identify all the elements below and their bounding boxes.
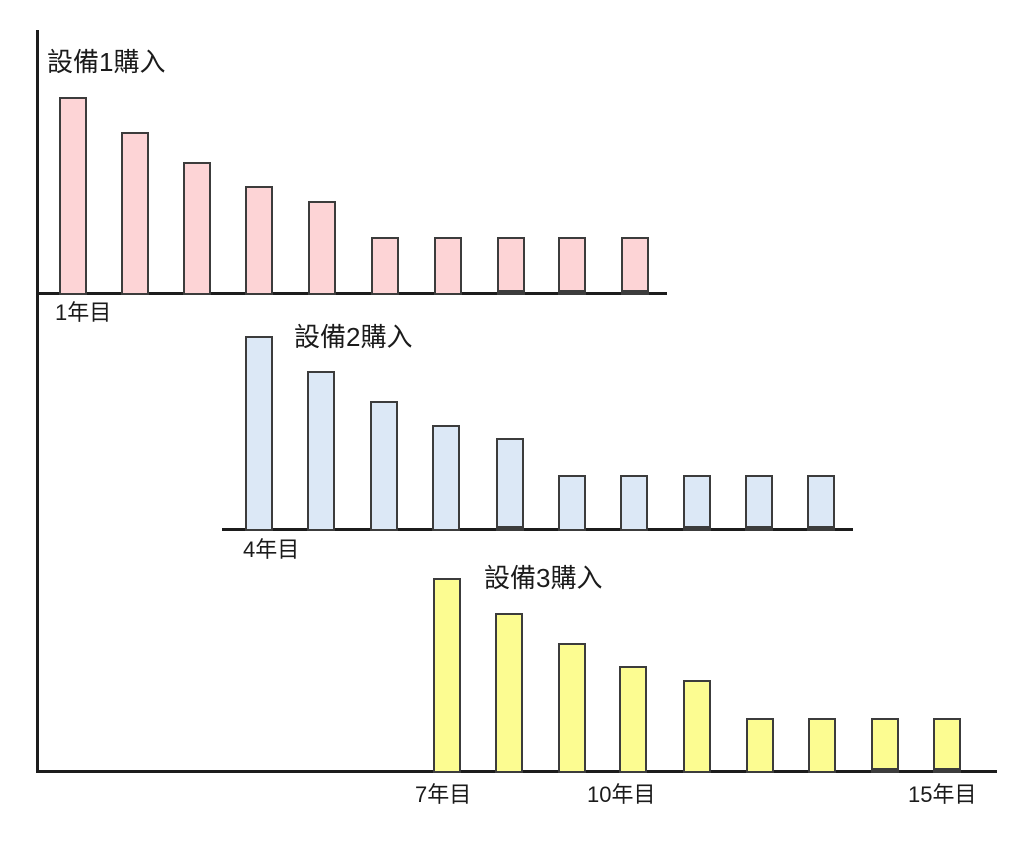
series3-bar-year11 [683, 680, 711, 773]
series2-bar-year5 [307, 371, 335, 531]
series1-bar-year8 [497, 237, 525, 295]
series2-bar-year13 [807, 475, 835, 531]
series2-bar-year10 [620, 475, 648, 531]
series2-bar-year11 [683, 475, 711, 531]
series1-label: 設備1購入 [47, 47, 166, 77]
series2-bar-year9 [558, 475, 586, 531]
series2-bar-year6 [370, 401, 398, 531]
series2-bar-year4 [245, 336, 273, 531]
series3-bar-year10 [619, 666, 647, 773]
x-tick-label-3: 7年目 [415, 782, 472, 807]
series1-bar-year2 [121, 132, 149, 295]
series3-bar-year13 [808, 718, 836, 773]
x-tick-label-2: 4年目 [243, 537, 300, 562]
series3-label: 設備3購入 [484, 563, 603, 593]
x-axis-series1 [36, 292, 667, 295]
x-tick-label-5: 15年目 [908, 782, 977, 807]
series1-bar-year3 [183, 162, 211, 295]
y-axis [36, 30, 39, 773]
series2-label: 設備2購入 [294, 322, 413, 352]
series1-bar-year10 [621, 237, 649, 295]
series3-bar-year15 [933, 718, 961, 773]
series1-bar-year9 [558, 237, 586, 295]
series3-bar-year12 [746, 718, 774, 773]
x-axis-series2 [222, 528, 853, 531]
series3-bar-year7 [433, 578, 461, 773]
series3-bar-year14 [871, 718, 899, 773]
series2-bar-year7 [432, 425, 460, 531]
series3-bar-year9 [558, 643, 586, 773]
series1-bar-year5 [308, 201, 336, 295]
series2-bar-year8 [496, 438, 524, 531]
x-tick-label-4: 10年目 [587, 782, 656, 807]
series2-bar-year12 [745, 475, 773, 531]
series1-bar-year6 [371, 237, 399, 295]
series1-bar-year1 [59, 97, 87, 295]
series1-bar-year4 [245, 186, 273, 295]
series1-bar-year7 [434, 237, 462, 295]
x-tick-label-1: 1年目 [55, 300, 112, 325]
series3-bar-year8 [495, 613, 523, 773]
